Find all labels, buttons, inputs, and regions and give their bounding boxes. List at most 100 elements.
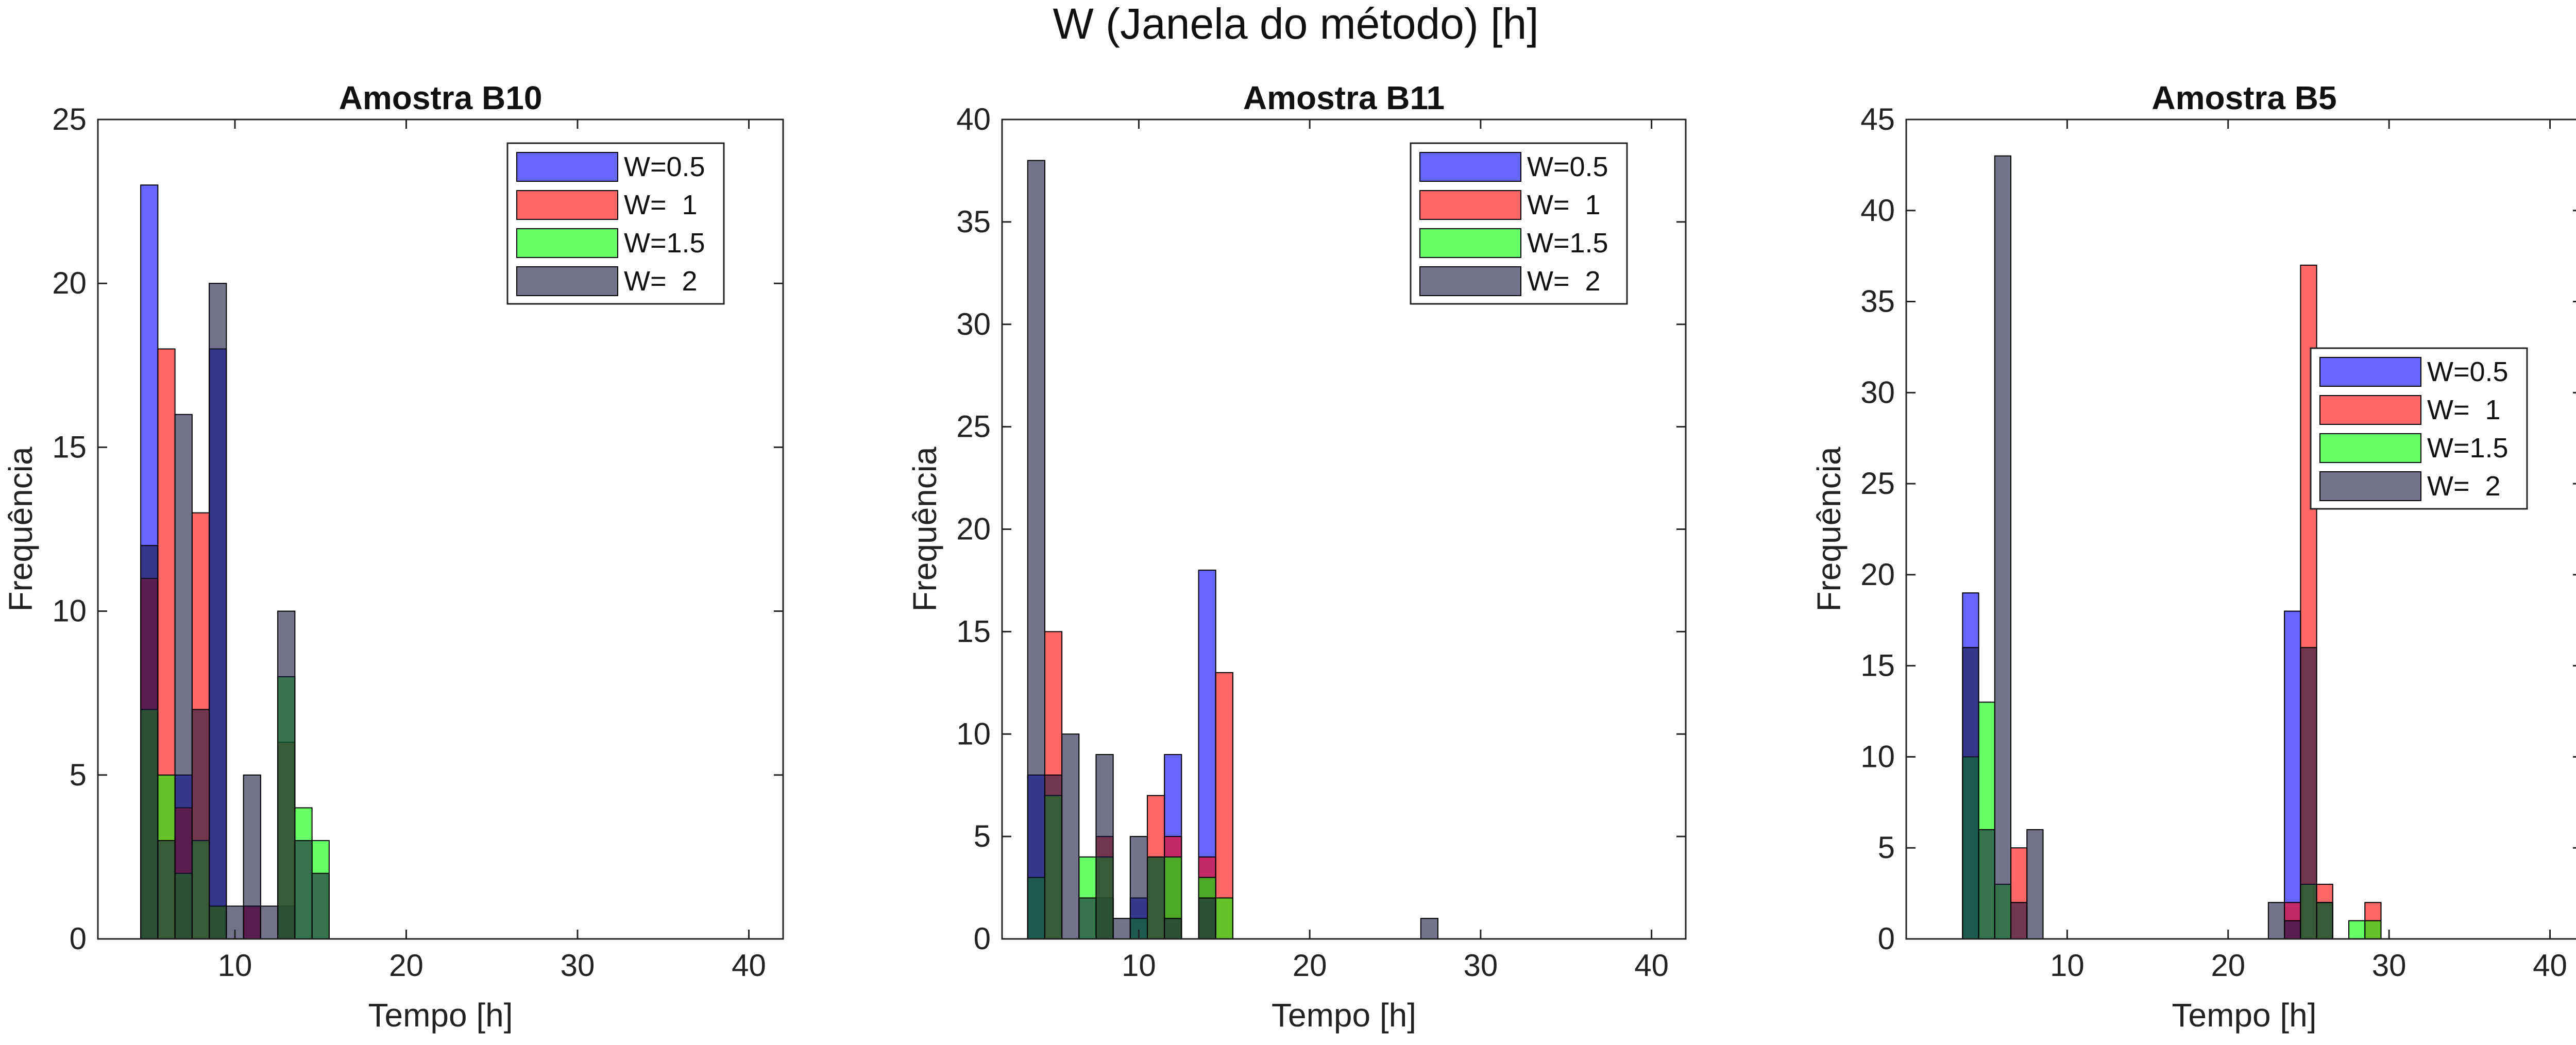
legend-swatch <box>1419 152 1521 182</box>
bar-W2-9 <box>209 283 227 940</box>
x-tick-label: 20 <box>389 948 423 983</box>
legend-swatch <box>1419 228 1521 258</box>
bar-W1.5-15 <box>1215 897 1233 939</box>
bar-W2-5 <box>1978 829 1995 940</box>
bar-W2-13 <box>277 610 296 939</box>
legend-swatch <box>2319 471 2421 501</box>
legend-swatch <box>2319 395 2421 425</box>
y-tick-label: 30 <box>1860 375 1895 409</box>
legend-label: W= 2 <box>624 266 698 297</box>
y-axis-label: Frequência <box>2 447 39 612</box>
bar-W2-11 <box>243 774 261 940</box>
bar-W2-15 <box>311 872 330 939</box>
bar-W2-5 <box>1044 774 1063 940</box>
bar-W2-23 <box>2267 902 2285 940</box>
x-tick-label: 20 <box>1293 948 1327 983</box>
y-tick-label: 5 <box>1878 830 1895 865</box>
figure-title: W (Janela do método) [h] <box>1053 0 1539 48</box>
legend-label: W= 1 <box>1527 190 1601 220</box>
y-tick-label: 25 <box>1860 466 1895 501</box>
legend-swatch <box>2319 433 2421 463</box>
y-tick-label: 5 <box>974 819 991 853</box>
legend: W=0.5 W= 1 W=1.5 W= 2 <box>1410 142 1628 305</box>
y-tick-label: 10 <box>1860 739 1895 774</box>
panel-title: Amostra B11 <box>1243 79 1445 116</box>
bar-W2-6 <box>1061 733 1080 939</box>
chart-panel-1: 10 20 30 40 0 5 10 15 20 25 Amostra B10 Tempo [h] Fr… <box>2 79 784 1034</box>
bar-W2-12 <box>1164 918 1182 939</box>
plot-area <box>1906 119 2576 939</box>
y-tick-label: 20 <box>1860 557 1895 592</box>
bar-W2-7 <box>174 414 193 939</box>
legend-label: W= 2 <box>2427 471 2501 502</box>
x-axis-label: Tempo [h] <box>368 997 513 1034</box>
y-tick-label: 35 <box>956 204 991 239</box>
axes-box <box>97 118 784 940</box>
y-tick-label: 45 <box>1860 102 1895 136</box>
bar-W2-11 <box>1146 856 1165 940</box>
x-tick-label: 10 <box>2050 948 2084 983</box>
y-tick-label: 25 <box>956 409 991 444</box>
bar-W2-8 <box>1095 754 1114 940</box>
bar-W2-6 <box>1994 155 2012 940</box>
y-tick-label: 5 <box>70 758 87 792</box>
x-tick-label: 30 <box>1464 948 1498 983</box>
y-tick-label: 40 <box>1860 193 1895 228</box>
bar-W0.5-24 <box>2284 610 2301 939</box>
bar-W2-25 <box>2300 647 2317 940</box>
y-tick-label: 20 <box>956 512 991 546</box>
y-tick-label: 0 <box>1878 921 1895 956</box>
bar-W2-9 <box>1112 918 1131 939</box>
bar-W2-7 <box>1078 897 1097 939</box>
y-tick-label: 25 <box>52 102 87 136</box>
legend-label: W=1.5 <box>2427 433 2509 464</box>
bar-W1.5-29 <box>2364 920 2382 939</box>
y-tick-label: 15 <box>1860 648 1895 683</box>
x-tick-label: 30 <box>2372 948 2406 983</box>
bar-W2-26 <box>2316 902 2333 940</box>
bar-W2-8 <box>191 709 210 940</box>
y-axis-label: Frequência <box>1810 447 1848 612</box>
legend-swatch <box>516 266 618 296</box>
y-tick-label: 35 <box>1860 284 1895 319</box>
bar-W2-5 <box>140 545 159 939</box>
bar-W2-4 <box>1962 647 1979 940</box>
x-axis-label: Tempo [h] <box>1272 997 1416 1034</box>
y-tick-label: 0 <box>974 921 991 956</box>
bar-W2-6 <box>157 840 176 939</box>
legend-swatch <box>516 228 618 258</box>
chart-panel-2: 10 20 30 40 0 5 10 15 20 25 30 35 40 Amostra B11 Tempo… <box>906 79 1687 1034</box>
legend-swatch <box>1419 190 1521 220</box>
bar-W2-27 <box>1420 918 1438 939</box>
legend-swatch <box>516 152 618 182</box>
legend-swatch <box>516 190 618 220</box>
bar-W2-14 <box>1198 897 1216 939</box>
bar-W2-8 <box>2026 829 2044 940</box>
legend: W=0.5 W= 1 W=1.5 W= 2 <box>506 142 725 305</box>
axes-box <box>1905 118 2576 940</box>
y-axis-label: Frequência <box>906 447 943 612</box>
y-tick-label: 30 <box>956 307 991 341</box>
legend-label: W=0.5 <box>2427 356 2509 387</box>
x-tick-label: 10 <box>1122 948 1156 983</box>
x-tick-label: 10 <box>218 948 252 983</box>
bar-W2-4 <box>1027 160 1045 939</box>
y-tick-label: 10 <box>52 594 87 628</box>
legend-label: W= 2 <box>1527 266 1601 297</box>
legend-swatch <box>2319 357 2421 387</box>
legend-swatch <box>1419 266 1521 296</box>
bar-W2-10 <box>1129 836 1148 939</box>
y-tick-label: 20 <box>52 266 87 300</box>
bar-W1.5-28 <box>2348 920 2366 939</box>
legend-label: W= 1 <box>624 190 698 220</box>
bar-W2-14 <box>294 840 313 939</box>
x-axis-label: Tempo [h] <box>2172 997 2316 1034</box>
x-tick-label: 20 <box>2211 948 2245 983</box>
legend-label: W=0.5 <box>624 151 705 182</box>
y-tick-label: 0 <box>70 921 87 956</box>
legend-label: W=0.5 <box>1527 151 1608 182</box>
legend-label: W= 1 <box>2427 395 2501 425</box>
x-tick-label: 30 <box>561 948 595 983</box>
bar-W2-7 <box>2010 902 2028 940</box>
